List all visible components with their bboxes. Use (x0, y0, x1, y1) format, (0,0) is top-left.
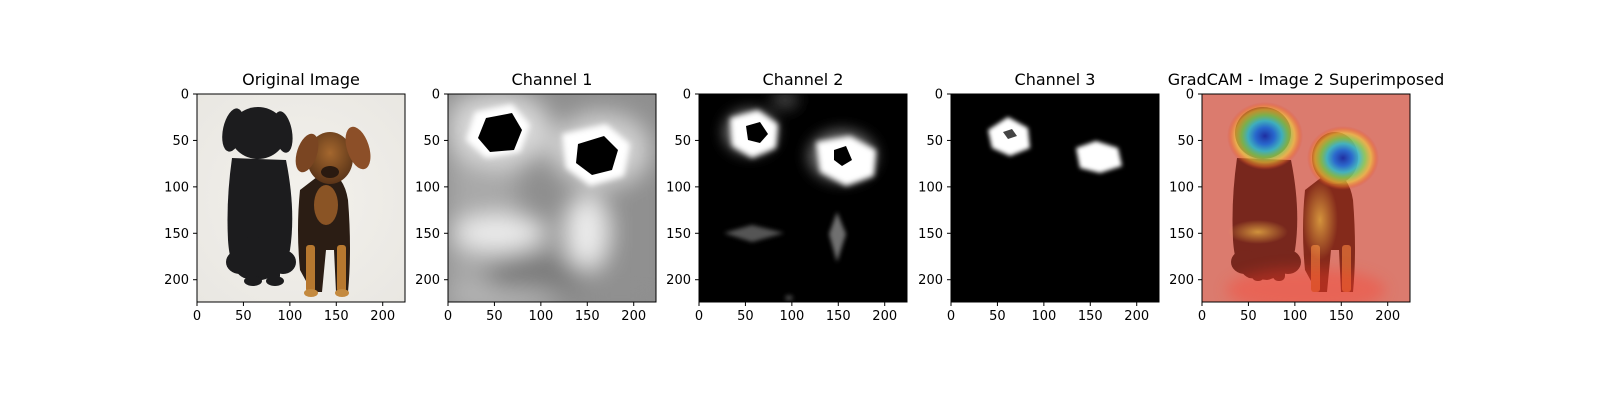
y-tick-label: 100 (415, 180, 440, 195)
x-tick-label: 150 (1329, 309, 1354, 324)
y-tick-label: 150 (918, 227, 943, 242)
x-tick-label: 150 (826, 309, 851, 324)
channel-2-image (699, 94, 907, 302)
y-tick-label: 100 (666, 180, 691, 195)
y-tick-label: 0 (683, 88, 691, 103)
channel-1-image (448, 94, 656, 302)
y-tick-label: 100 (1169, 180, 1194, 195)
x-tick-label: 200 (1124, 309, 1149, 324)
panel-channel-2: Channel 2 0 50 100 150 200 0 50 100 150 200 (666, 70, 908, 325)
x-tick-label: 150 (575, 309, 600, 324)
y-tick-label: 0 (1186, 88, 1194, 103)
panel-gradcam: GradCAM - Image 2 Superimposed (1168, 70, 1444, 324)
y-tick-label: 50 (423, 134, 440, 149)
y-tick-label: 100 (164, 180, 189, 195)
x-tick-label: 200 (621, 309, 646, 324)
y-tick-label: 150 (666, 227, 691, 242)
channel-3-image (951, 94, 1159, 302)
panel-title: Channel 1 (512, 70, 593, 89)
original-image (197, 94, 405, 302)
black-puppy-image (222, 107, 296, 286)
axes-frame (447, 93, 657, 303)
y-tick-label: 200 (666, 273, 691, 288)
axes-ticks: 0 50 100 150 200 0 50 100 150 200 (666, 88, 897, 325)
axes-ticks: 0 50 100 150 200 0 50 100 150 200 (918, 88, 1149, 325)
x-tick-label: 100 (1031, 309, 1056, 324)
y-tick-label: 50 (172, 134, 189, 149)
panel-original: Original Image (164, 70, 406, 325)
panel-title: Channel 3 (1015, 70, 1096, 89)
x-tick-label: 50 (1240, 309, 1257, 324)
x-tick-label: 0 (444, 309, 452, 324)
tan-puppy-image (295, 126, 371, 297)
y-tick-label: 0 (432, 88, 440, 103)
y-tick-label: 150 (1169, 227, 1194, 242)
x-tick-label: 100 (779, 309, 804, 324)
x-tick-label: 50 (737, 309, 754, 324)
gradcam-overlay-image (1202, 94, 1410, 302)
x-tick-label: 0 (193, 309, 201, 324)
x-tick-label: 100 (277, 309, 302, 324)
x-tick-label: 150 (324, 309, 349, 324)
x-tick-label: 150 (1078, 309, 1103, 324)
panel-channel-1: Channel 1 0 50 100 150 200 0 50 100 150 200 (415, 70, 657, 325)
axes-frame (196, 93, 406, 303)
axes-frame (950, 93, 1160, 303)
y-tick-label: 200 (1169, 273, 1194, 288)
panel-channel-3: Channel 3 0 50 100 150 200 0 50 100 150 200 (918, 70, 1160, 325)
x-tick-label: 0 (1198, 309, 1206, 324)
x-tick-label: 50 (989, 309, 1006, 324)
x-tick-label: 0 (947, 309, 955, 324)
y-tick-label: 50 (674, 134, 691, 149)
y-tick-label: 0 (935, 88, 943, 103)
y-tick-label: 50 (1177, 134, 1194, 149)
y-tick-label: 0 (181, 88, 189, 103)
axes-frame (1201, 93, 1411, 303)
x-tick-label: 200 (872, 309, 897, 324)
panel-title: Original Image (242, 70, 360, 89)
panel-title: Channel 2 (763, 70, 844, 89)
y-tick-label: 200 (164, 273, 189, 288)
x-tick-label: 100 (528, 309, 553, 324)
axes-ticks: 0 50 100 150 200 0 50 100 150 200 (415, 88, 646, 325)
x-tick-label: 50 (486, 309, 503, 324)
y-tick-label: 50 (926, 134, 943, 149)
panel-title: GradCAM - Image 2 Superimposed (1168, 70, 1444, 89)
y-tick-label: 200 (918, 273, 943, 288)
x-tick-label: 50 (235, 309, 252, 324)
y-tick-label: 200 (415, 273, 440, 288)
y-tick-label: 150 (415, 227, 440, 242)
x-tick-label: 200 (370, 309, 395, 324)
axes-ticks: 0 50 100 150 200 0 50 100 150 200 (164, 88, 395, 325)
x-tick-label: 100 (1282, 309, 1307, 324)
x-tick-label: 0 (695, 309, 703, 324)
x-tick-label: 200 (1375, 309, 1400, 324)
axes-ticks: 0 50 100 150 200 0 50 100 150 200 (1169, 88, 1400, 325)
y-tick-label: 100 (918, 180, 943, 195)
y-tick-label: 150 (164, 227, 189, 242)
axes-frame (698, 93, 908, 303)
